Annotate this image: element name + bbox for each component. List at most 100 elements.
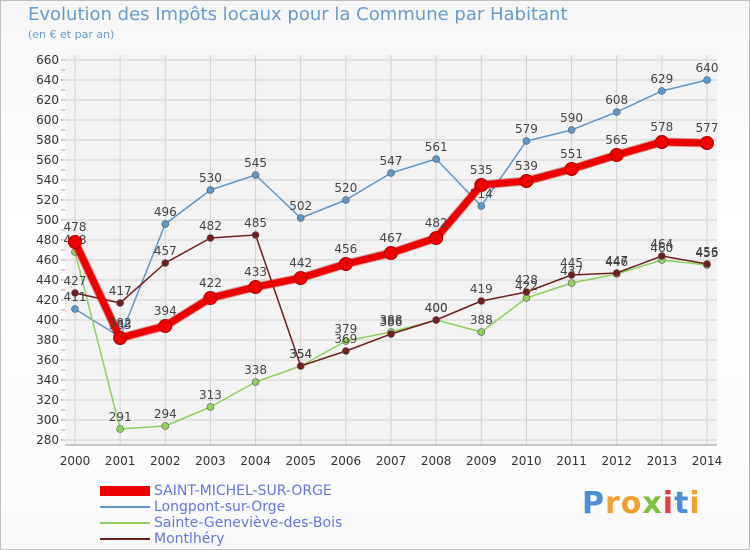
data-label: 547 — [380, 154, 403, 168]
data-label: 456 — [696, 245, 719, 259]
data-label: 467 — [380, 231, 403, 245]
data-point — [206, 403, 215, 411]
y-tick-label: 580 — [36, 133, 59, 147]
data-label: 578 — [650, 120, 673, 134]
data-point — [161, 220, 170, 228]
y-tick-label: 640 — [36, 73, 59, 87]
data-point — [206, 234, 215, 242]
data-label: 400 — [425, 301, 448, 315]
data-label: 388 — [470, 313, 493, 327]
data-point — [342, 196, 350, 204]
data-point — [116, 425, 124, 433]
data-label: 428 — [515, 273, 538, 287]
data-point — [296, 214, 305, 222]
data-label: 496 — [154, 205, 177, 219]
data-point — [567, 279, 576, 287]
legend-label: Longpont-sur-Orge — [154, 499, 286, 515]
x-tick-label: 2014 — [692, 454, 723, 468]
data-point — [203, 291, 218, 305]
data-point — [654, 135, 669, 149]
data-label: 338 — [244, 363, 267, 377]
data-label: 422 — [199, 276, 222, 290]
y-tick-label: 420 — [36, 293, 59, 307]
x-tick-label: 2013 — [647, 454, 678, 468]
data-point — [113, 331, 128, 345]
data-point — [387, 330, 395, 338]
x-tick-label: 2004 — [240, 454, 271, 468]
y-tick-label: 360 — [36, 353, 59, 367]
data-label: 419 — [470, 282, 493, 296]
y-tick-label: 480 — [36, 233, 59, 247]
y-tick-label: 620 — [36, 93, 59, 107]
x-tick-label: 2008 — [421, 454, 452, 468]
legend-label: Montlhéry — [154, 531, 225, 547]
data-label: 445 — [560, 256, 583, 270]
data-point — [158, 319, 173, 333]
data-point — [248, 280, 263, 294]
data-point — [567, 271, 576, 279]
y-tick-label: 380 — [36, 333, 59, 347]
data-label: 629 — [650, 72, 673, 86]
data-label: 446 — [605, 255, 628, 269]
data-label: 460 — [650, 241, 673, 255]
data-point — [161, 422, 170, 430]
legend-swatch — [100, 522, 150, 524]
chart-legend: SAINT-MICHEL-SUR-ORGE Longpont-sur-Orge … — [100, 483, 380, 547]
y-tick-label: 340 — [36, 373, 59, 387]
x-tick-label: 2000 — [60, 454, 91, 468]
data-point — [522, 137, 531, 145]
data-label: 485 — [244, 216, 267, 230]
data-point — [293, 271, 308, 285]
data-label: 386 — [380, 315, 403, 329]
data-point — [429, 231, 444, 245]
legend-item: Montlhéry — [100, 531, 380, 547]
data-label: 400 — [425, 301, 448, 315]
data-point — [703, 260, 711, 268]
legend-swatch — [100, 538, 150, 540]
data-label: 379 — [334, 322, 357, 336]
data-label: 291 — [109, 410, 132, 424]
chart-subtitle: (en € et par an) — [28, 28, 115, 41]
x-tick-label: 2001 — [105, 454, 136, 468]
y-tick-label: 600 — [36, 113, 59, 127]
data-point — [522, 288, 531, 296]
data-point — [71, 289, 79, 297]
data-label: 551 — [560, 147, 583, 161]
data-label: 502 — [289, 199, 312, 213]
data-point — [206, 186, 215, 194]
data-label: 442 — [289, 256, 312, 270]
data-point — [477, 328, 486, 336]
data-point — [251, 171, 260, 179]
x-tick-label: 2007 — [376, 454, 407, 468]
x-tick-label: 2010 — [511, 454, 542, 468]
data-point — [251, 231, 260, 239]
y-tick-label: 300 — [36, 413, 59, 427]
data-label: 417 — [109, 284, 132, 298]
data-point — [658, 87, 666, 95]
data-label: 579 — [515, 122, 538, 136]
data-point — [519, 174, 534, 188]
x-tick-label: 2012 — [601, 454, 632, 468]
data-point — [384, 246, 398, 260]
legend-swatch — [100, 506, 150, 508]
y-tick-label: 440 — [36, 273, 59, 287]
data-point — [387, 169, 395, 177]
x-tick-label: 2003 — [195, 454, 226, 468]
data-label: 369 — [334, 332, 357, 346]
data-point — [338, 257, 353, 271]
y-tick-label: 540 — [36, 173, 59, 187]
y-tick-label: 520 — [36, 193, 59, 207]
data-label: 433 — [244, 265, 267, 279]
legend-label: Sainte-Geneviève-des-Bois — [154, 515, 343, 531]
data-label: 354 — [289, 347, 312, 361]
data-point — [700, 136, 714, 150]
data-label: 590 — [560, 111, 583, 125]
data-label: 520 — [334, 181, 357, 195]
data-point — [342, 347, 350, 355]
data-label: 482 — [199, 219, 222, 233]
data-label: 455 — [696, 246, 719, 260]
legend-swatch — [100, 486, 150, 496]
proxiti-logo: Proxiti — [582, 486, 701, 521]
y-tick-label: 660 — [36, 53, 59, 67]
